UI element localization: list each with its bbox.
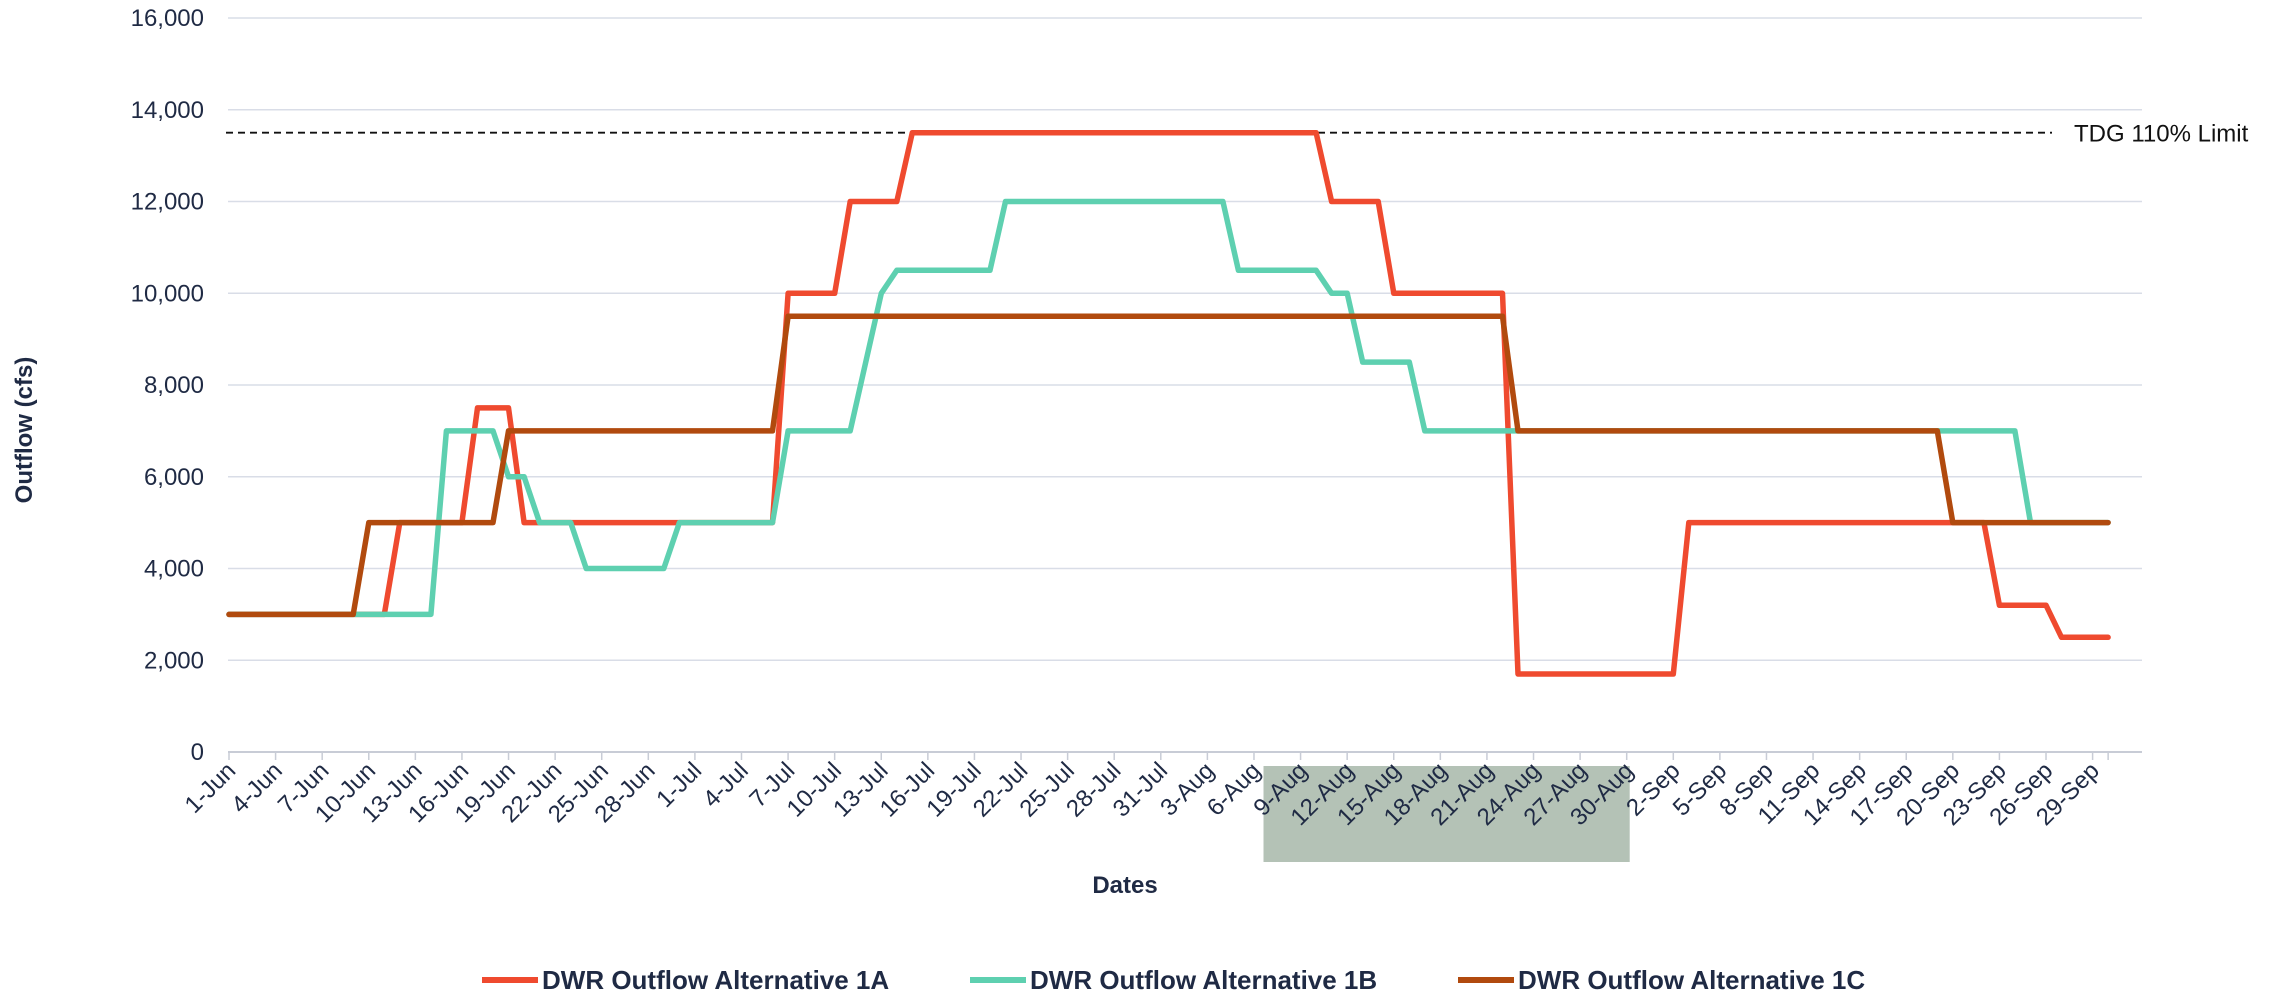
tdg-limit-label: TDG 110% Limit bbox=[2074, 121, 2249, 148]
y-axis-title: Outflow (cfs) bbox=[11, 357, 38, 504]
legend-label-1: DWR Outflow Alternative 1A bbox=[542, 965, 889, 994]
shaded-range bbox=[1263, 766, 1630, 862]
x-axis-ticks: 1-Jun4-Jun7-Jun10-Jun13-Jun16-Jun19-Jun2… bbox=[180, 757, 2105, 831]
x-tick-label: 4-Jun bbox=[226, 757, 288, 819]
series-line-1 bbox=[226, 129, 2111, 677]
series-line-2 bbox=[226, 198, 2111, 618]
gridlines bbox=[228, 17, 2142, 661]
y-tick-label: 10,000 bbox=[131, 280, 204, 307]
y-tick-label: 0 bbox=[191, 739, 204, 766]
x-tick-label: 1-Jul bbox=[651, 757, 707, 813]
shaded-date-range bbox=[1263, 766, 1630, 862]
x-tick-label: 31-Jul bbox=[1108, 757, 1173, 822]
series-lines bbox=[226, 129, 2111, 677]
y-tick-label: 6,000 bbox=[144, 464, 204, 491]
x-tick-label: 4-Jul bbox=[698, 757, 754, 813]
y-tick-label: 4,000 bbox=[144, 556, 204, 583]
x-tick-label: 1-Jun bbox=[180, 757, 242, 819]
x-axis bbox=[228, 751, 2142, 760]
y-tick-label: 12,000 bbox=[131, 189, 204, 216]
y-tick-label: 2,000 bbox=[144, 647, 204, 674]
legend-label-2: DWR Outflow Alternative 1B bbox=[1030, 965, 1377, 994]
y-tick-label: 8,000 bbox=[144, 372, 204, 399]
x-axis-title: Dates bbox=[1092, 872, 1157, 899]
legend: DWR Outflow Alternative 1A DWR Outflow Al… bbox=[482, 965, 1865, 994]
series-line-3 bbox=[226, 313, 2111, 618]
y-tick-label: 16,000 bbox=[131, 5, 204, 32]
y-tick-label: 14,000 bbox=[131, 97, 204, 124]
legend-label-3: DWR Outflow Alternative 1C bbox=[1518, 965, 1865, 994]
y-axis-ticks: 0 2,000 4,000 6,000 8,000 10,000 12,000 14,000 1… bbox=[131, 5, 204, 766]
